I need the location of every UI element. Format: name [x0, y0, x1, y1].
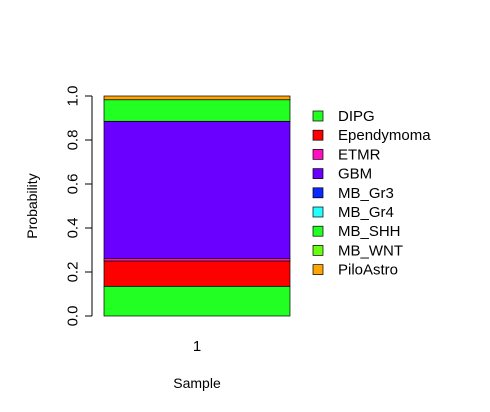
legend-item-gbm: GBM	[312, 166, 372, 183]
y-tick-label: 1.0	[64, 86, 81, 107]
legend-item-piloastro: PiloAstro	[312, 262, 398, 279]
bar-segment-dipg	[103, 285, 291, 317]
legend-swatch	[312, 110, 324, 122]
legend-swatch	[312, 187, 324, 199]
y-tick-label: 0.8	[64, 130, 81, 151]
bar-segment-ependymoma	[103, 260, 291, 287]
bar-segment-etmr	[103, 258, 291, 262]
bar-segment-mb-shh	[103, 99, 291, 122]
legend-label: DIPG	[338, 108, 375, 125]
legend-item-mb-shh: MB_SHH	[312, 223, 401, 240]
legend-label: ETMR	[338, 146, 381, 163]
y-tick-label: 0.6	[64, 174, 81, 195]
legend-label: MB_SHH	[338, 223, 401, 240]
legend-swatch	[312, 225, 324, 237]
y-axis: 0.0 0.2 0.4 0.6 0.8 1.0	[64, 86, 93, 327]
x-tick-label: 1	[193, 338, 201, 355]
legend-item-mb-gr4: MB_Gr4	[312, 204, 394, 221]
legend-item-etmr: ETMR	[312, 146, 381, 163]
x-axis: 1	[193, 338, 201, 355]
legend-swatch	[312, 264, 324, 275]
y-tick-label: 0.0	[64, 306, 81, 327]
legend-item-ependymoma: Ependymoma	[312, 127, 431, 144]
y-axis-label: Probability	[24, 173, 40, 238]
x-axis-label: Sample	[173, 375, 221, 391]
legend-item-mb-gr3: MB_Gr3	[312, 185, 394, 202]
legend-swatch	[312, 149, 324, 160]
legend-label: GBM	[338, 166, 372, 183]
legend: DIPG Ependymoma ETMR GBM MB_Gr3 MB_Gr4 MB_SHH M…	[312, 108, 431, 279]
legend-label: MB_Gr4	[338, 204, 394, 221]
y-tick-label: 0.4	[64, 218, 81, 239]
plot-area: 0.0 0.2 0.4 0.6 0.8 1.0 1	[64, 86, 291, 355]
bar-segment-piloastro	[103, 95, 291, 101]
legend-label: PiloAstro	[338, 262, 398, 279]
bar-segment-gbm	[103, 120, 291, 259]
legend-label: MB_WNT	[338, 242, 403, 259]
legend-item-mb-wnt: MB_WNT	[312, 242, 403, 259]
legend-swatch	[312, 245, 324, 256]
legend-swatch	[312, 168, 324, 179]
legend-item-dipg: DIPG	[312, 108, 375, 125]
legend-label: MB_Gr3	[338, 185, 394, 202]
legend-swatch	[312, 129, 324, 141]
legend-label: Ependymoma	[338, 127, 431, 144]
y-tick-label: 0.2	[64, 262, 81, 283]
legend-swatch	[312, 206, 324, 218]
bar-stack	[103, 95, 291, 317]
